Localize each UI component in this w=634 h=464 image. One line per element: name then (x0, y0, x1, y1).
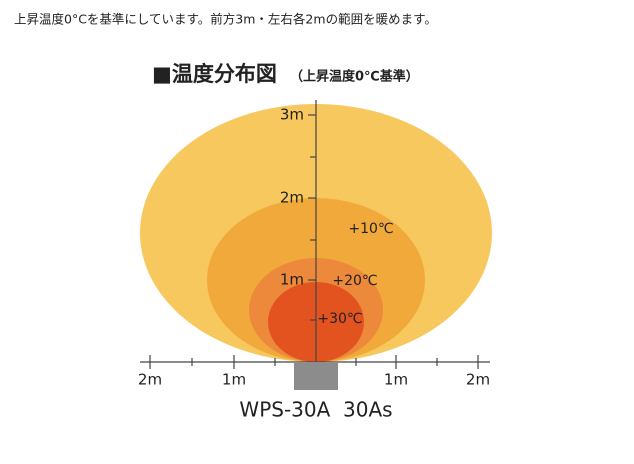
h-label: 1m (384, 371, 408, 389)
model: WPS-30A 30As (239, 398, 392, 422)
title: ■温度分布図 (152, 62, 277, 86)
v-label: 3m (280, 106, 304, 124)
h-label: 1m (222, 371, 246, 389)
zone-label: +10℃ (348, 221, 393, 237)
h-label: 2m (466, 371, 490, 389)
caption: 上昇温度0°Cを基準にしています。前方3m・左右各2mの範囲を暖めます。 (14, 12, 437, 27)
zone-label: +20℃ (332, 273, 377, 289)
h-label: 2m (138, 371, 162, 389)
subtitle: （上昇温度0℃基準） (290, 69, 419, 85)
v-label: 1m (280, 271, 304, 289)
vertical-axis (308, 100, 317, 362)
zone-label: +30℃ (317, 311, 362, 327)
heater (294, 362, 338, 390)
v-label: 2m (280, 189, 304, 207)
